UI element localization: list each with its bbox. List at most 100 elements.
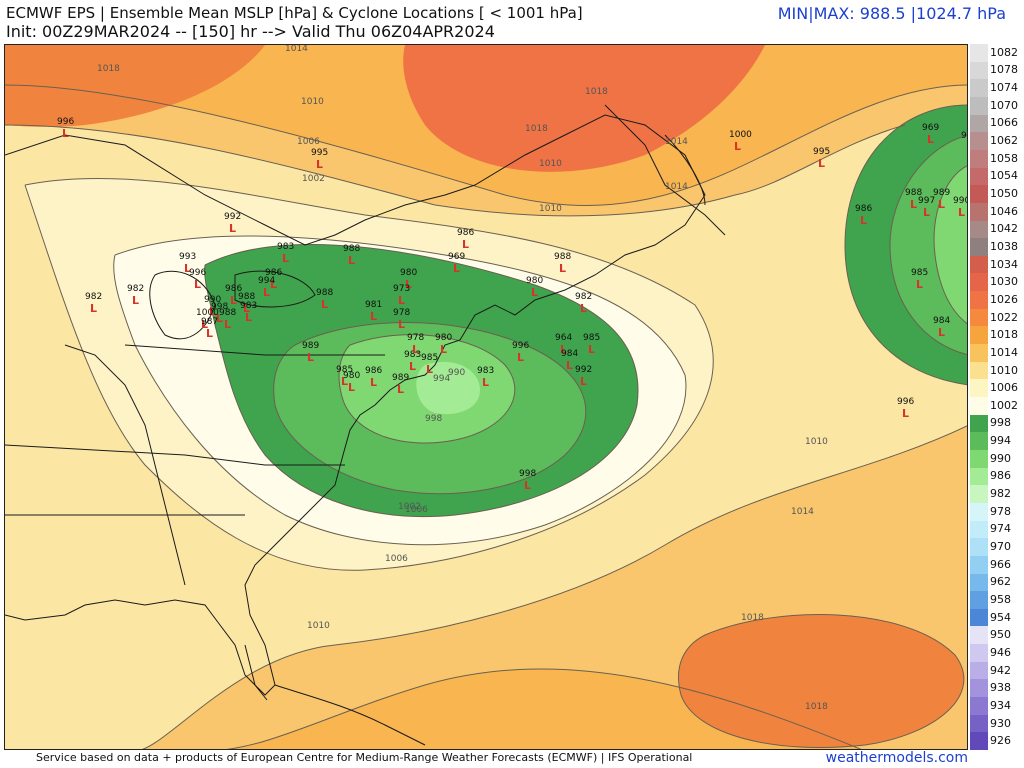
- legend-swatch: [970, 644, 988, 663]
- isobar-label: 1006: [385, 554, 408, 564]
- legend-label: 942: [990, 663, 1011, 677]
- legend-label: 990: [990, 451, 1011, 465]
- isobar-label: 1014: [285, 45, 308, 54]
- cyclone-pressure-label: 984: [561, 349, 578, 359]
- brand-link[interactable]: weathermodels.com: [825, 750, 968, 766]
- cyclone-pressure-label: 990: [204, 295, 221, 305]
- low-pressure-icon: L: [230, 294, 237, 307]
- low-pressure-icon: L: [316, 158, 323, 171]
- legend-swatch: [970, 114, 988, 133]
- isobar-label: 1002: [398, 502, 421, 512]
- legend-swatch: [970, 502, 988, 522]
- legend-label: 974: [990, 522, 1011, 536]
- legend-label: 1010: [990, 363, 1018, 377]
- legend-label: 1042: [990, 222, 1018, 236]
- cyclone-pressure-label: 996: [897, 397, 914, 407]
- cyclone-pressure-label: 988: [343, 244, 360, 254]
- cyclone-pressure-label: 985: [421, 353, 438, 363]
- cyclone-pressure-label: 989: [302, 341, 319, 351]
- cyclone-pressure-label: 964: [555, 333, 572, 343]
- florida-coast: [244, 644, 268, 701]
- low-pressure-icon: L: [243, 302, 250, 315]
- low-pressure-icon: L: [517, 351, 524, 364]
- cyclone-pressure-label: 985: [583, 333, 600, 343]
- cyclone-pressure-label: 988: [554, 252, 571, 262]
- cyclone-pressure-label: 980: [961, 131, 968, 141]
- low-pressure-icon: L: [405, 278, 412, 291]
- legend-swatch: [970, 255, 988, 274]
- legend-label: 986: [990, 469, 1011, 483]
- caribbean-coast: [274, 684, 426, 746]
- low-pressure-icon: L: [370, 376, 377, 389]
- isobar-label: 1006: [405, 505, 428, 515]
- legend-label: 1082: [990, 45, 1018, 59]
- legend-swatch: [970, 573, 988, 592]
- legend-swatch: [970, 344, 988, 363]
- coastline-north-america: [5, 114, 706, 696]
- newfoundland-coast: [604, 104, 726, 236]
- isobar-line: [141, 425, 967, 749]
- isobar-lines: [5, 84, 967, 749]
- low-pressure-icon: L: [923, 206, 930, 219]
- legend-label: 1002: [990, 398, 1018, 412]
- low-pressure-icon: L: [531, 286, 538, 299]
- cyclone-pressure-label: 992: [575, 365, 592, 375]
- legend-label: 954: [990, 610, 1011, 624]
- low-pressure-icon: L: [409, 360, 416, 373]
- isobar-labels: 1018101410101006100299899499010181014101…: [97, 45, 828, 712]
- legend-label: 1038: [990, 239, 1018, 253]
- cyclone-pressure-label: 986: [265, 268, 282, 278]
- legend-label: 1070: [990, 98, 1018, 112]
- pressure-legend: 1082 1078 1074 1070 1066 1062 1058 1054 1050 1046…: [970, 44, 1024, 751]
- cyclone-pressure-label: 994: [258, 276, 275, 286]
- field-1022-nw: [5, 45, 265, 127]
- legend-label: 1066: [990, 116, 1018, 130]
- low-pressure-icon: L: [902, 407, 909, 420]
- great-lakes: [234, 270, 316, 308]
- legend-swatch: [970, 149, 988, 169]
- cyclone-pressure-label: 980: [526, 276, 543, 286]
- legend-label: 1014: [990, 345, 1018, 359]
- legend-swatch: [970, 679, 988, 698]
- isobar-label: 1018: [805, 702, 828, 712]
- low-pressure-icon: L: [580, 302, 587, 315]
- legend-label: 950: [990, 628, 1011, 642]
- isobar-label: 1014: [665, 182, 688, 192]
- isobar-line: [844, 104, 967, 386]
- cyclone-pressure-label: 998: [519, 469, 536, 479]
- cyclone-pressure-label: 1000: [729, 130, 752, 140]
- low-pressure-icon: L: [462, 238, 469, 251]
- isobar-line: [5, 84, 967, 206]
- legend-label: 970: [990, 540, 1011, 554]
- legend-label: 938: [990, 681, 1011, 695]
- isobar-line: [226, 668, 862, 749]
- isobar-label: 1018: [585, 87, 608, 97]
- cyclone-pressure-label: 998: [211, 302, 228, 312]
- state-border: [5, 444, 345, 466]
- legend-swatch: [970, 79, 988, 98]
- low-pressure-icon: L: [426, 363, 433, 376]
- cyclone-pressure-label: 988: [219, 308, 236, 318]
- cyclone-pressure-label: 997: [918, 196, 935, 206]
- legend-swatch: [970, 591, 988, 610]
- legend-swatch: [970, 44, 988, 63]
- legend-swatch: [970, 96, 988, 116]
- legend-swatch: [970, 520, 988, 539]
- isobar-label: 1010: [307, 621, 330, 631]
- legend-swatch: [970, 185, 988, 204]
- cyclone-pressure-label: 987: [201, 317, 218, 327]
